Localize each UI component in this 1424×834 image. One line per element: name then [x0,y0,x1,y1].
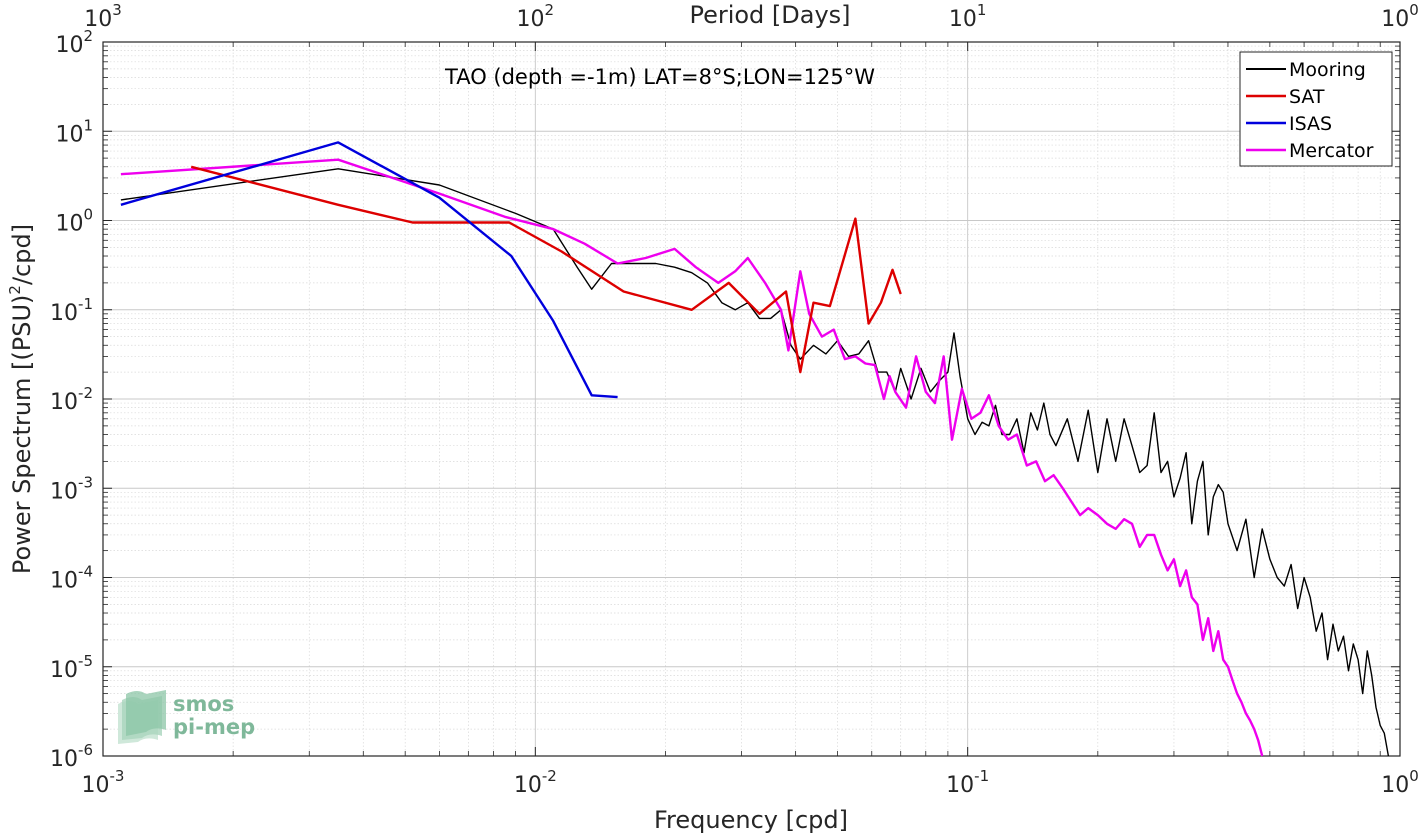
x-tick-label: 100 [1381,767,1419,798]
chart-title: TAO (depth =-1m) LAT=8°S;LON=125°W [444,65,875,89]
series-line-sat [190,165,902,374]
y-tick-label: 10-2 [50,384,93,415]
x-tick-label: 10-3 [82,767,125,798]
logo-text-pimep: pi-mep [173,715,255,739]
legend-label-isas: ISAS [1289,113,1332,135]
series-line-mercator [120,158,1264,757]
series-line-mooring [120,168,1390,757]
y-tick-label: 10-5 [50,652,93,683]
legend-label-mercator: Mercator [1289,140,1374,162]
legend: Mooring SAT ISAS Mercator [1239,51,1393,167]
top-axis-label: Period [Days] [689,1,850,29]
top-tick-label: 101 [949,1,987,32]
legend-label-mooring: Mooring [1289,59,1366,81]
axis-ticks [102,41,1401,757]
top-tick-label: 100 [1381,1,1419,32]
series-layer [120,141,1390,757]
logo-waves-icon [118,690,166,744]
y-tick-label: 10-1 [50,295,93,326]
series-line-isas [120,141,618,399]
legend-label-sat: SAT [1289,86,1325,108]
y-tick-label: 10-3 [50,473,93,504]
y-tick-label: 101 [55,116,93,147]
smos-pimep-logo: smos pi-mep [118,690,255,744]
x-axis-label: Frequency [cpd] [654,806,848,834]
legend-box [1239,51,1393,167]
logo-text-smos: smos [173,692,234,716]
top-tick-label: 103 [84,1,122,32]
y-tick-label: 100 [55,206,93,237]
x-tick-label: 10-2 [514,767,557,798]
y-axis-label: Power Spectrum [(PSU)2/cpd] [6,224,36,574]
y-tick-label: 10-6 [50,741,93,772]
y-tick-label: 10-4 [50,563,93,594]
y-tick-label: 102 [55,27,93,58]
x-tick-label: 10-1 [946,767,989,798]
top-tick-label: 102 [517,1,555,32]
